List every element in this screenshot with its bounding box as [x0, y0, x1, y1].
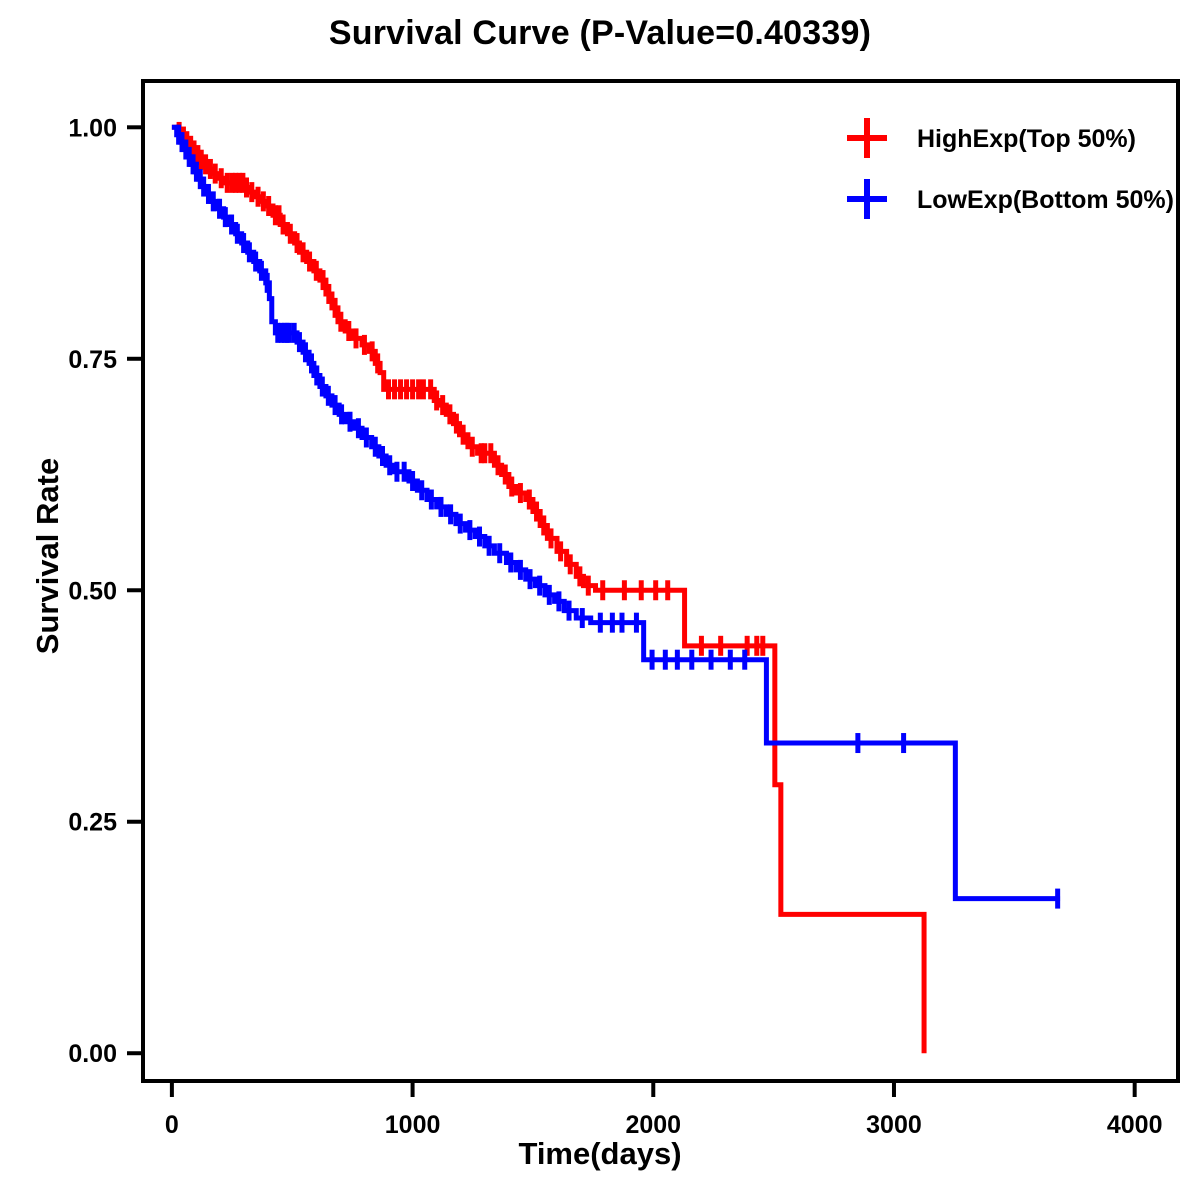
x-tick-label: 2000: [625, 1111, 681, 1139]
x-axis-label: Time(days): [518, 1136, 682, 1171]
x-tick-label: 3000: [866, 1111, 922, 1139]
page-title: Survival Curve (P-Value=0.40339): [328, 14, 872, 52]
x-tick-label: 0: [165, 1111, 179, 1139]
y-tick-label: 0.25: [68, 809, 117, 837]
y-tick-label: 1.00: [68, 114, 117, 142]
x-tick-label: 4000: [1107, 1111, 1163, 1139]
y-tick-label: 0.50: [68, 577, 117, 605]
y-tick-label: 0.75: [68, 346, 117, 374]
chart-legend: HighExp(Top 50%) LowExp(Bottom 50%): [847, 118, 1174, 219]
y-axis-ticks: 0.00 0.25 0.50 0.75 1.00: [68, 114, 143, 1068]
x-tick-label: 1000: [385, 1111, 441, 1139]
x-axis-ticks: 0 1000 2000 3000 4000: [165, 1081, 1163, 1139]
series-low-exp: [171, 124, 1061, 909]
series-layer: [171, 121, 1061, 1054]
legend-label: LowExp(Bottom 50%): [917, 186, 1174, 214]
legend-label: HighExp(Top 50%): [917, 125, 1136, 153]
legend-item[interactable]: HighExp(Top 50%): [847, 118, 1136, 158]
legend-item[interactable]: LowExp(Bottom 50%): [847, 179, 1174, 219]
y-tick-label: 0.00: [68, 1040, 117, 1068]
plot-frame: [141, 79, 1180, 1083]
